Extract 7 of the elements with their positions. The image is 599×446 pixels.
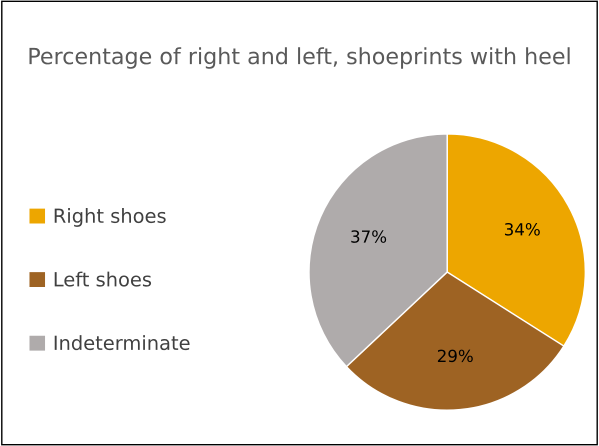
data-label: 37%: [351, 230, 386, 243]
chart-title: Percentage of right and left, shoeprints with heel: [29, 47, 570, 69]
data-label: 29%: [438, 350, 473, 362]
legend-label: Right shoes: [54, 208, 166, 227]
data-label: 34%: [504, 223, 540, 236]
legend-label: Left shoes: [54, 272, 152, 287]
legend-label: Indeterminate: [54, 335, 190, 350]
